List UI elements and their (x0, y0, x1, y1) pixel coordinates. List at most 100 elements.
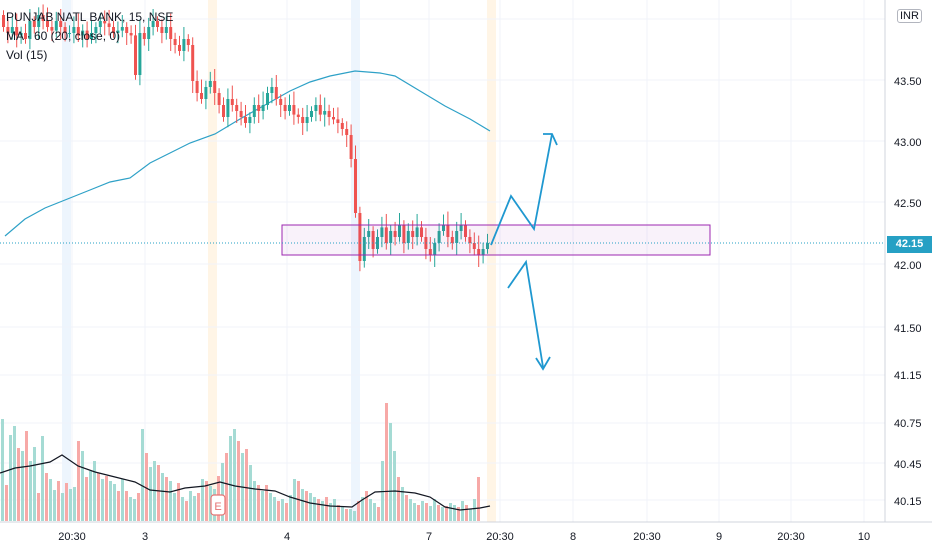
volume-bar (421, 501, 424, 521)
volume-bar (57, 481, 60, 521)
candle-body (371, 231, 375, 249)
volume-indicator-label[interactable]: Vol (15) (6, 48, 48, 62)
candle-body (296, 114, 300, 117)
session-band (208, 0, 217, 522)
volume-bar (333, 499, 336, 521)
candle-body (411, 231, 415, 237)
volume-bar (77, 441, 80, 521)
candle-body (54, 21, 58, 31)
volume-bar (129, 497, 132, 521)
session-band (487, 0, 496, 522)
candle-body (402, 225, 406, 243)
volume-bar (309, 493, 312, 521)
candle-body (288, 105, 291, 111)
candle-body (208, 81, 212, 87)
candle-body (358, 213, 362, 261)
candle-body (367, 231, 371, 237)
volume-bar (13, 426, 16, 521)
volume-bar (385, 403, 388, 521)
time-axis-tick: 4 (284, 531, 290, 543)
candle-body (116, 30, 120, 33)
candle-body (274, 87, 278, 99)
candle-body (310, 111, 313, 117)
volume-bar (97, 473, 100, 521)
price-axis-tick: 41.15 (894, 370, 922, 382)
volume-bar (73, 487, 76, 521)
volume-bar (477, 477, 480, 521)
candle-body (191, 45, 195, 81)
candle-body (305, 117, 309, 123)
volume-bar (205, 481, 208, 521)
volume-bar (17, 448, 20, 521)
candle-body (164, 27, 168, 33)
volume-bar (349, 509, 352, 521)
candle-body (446, 225, 450, 237)
volume-bar (305, 491, 308, 521)
candle-body (424, 237, 428, 249)
candle-body (266, 93, 269, 105)
volume-bar (325, 497, 328, 521)
candle-body (226, 99, 230, 117)
time-axis-bg (0, 522, 932, 550)
volume-bar (365, 491, 368, 521)
volume-bar (301, 489, 304, 521)
volume-bar (329, 503, 332, 521)
candle-body (15, 27, 19, 36)
symbol-title[interactable]: PUNJAB NATL BANK, 15, NSE (6, 10, 174, 24)
candle-body (389, 231, 393, 243)
volume-bar (289, 495, 292, 521)
candle-body (24, 33, 27, 39)
candle-body (98, 21, 102, 27)
candle-body (19, 33, 23, 36)
volume-bar (33, 447, 36, 521)
volume-bar (137, 493, 140, 521)
volume-bar (141, 429, 144, 521)
volume-bar (21, 451, 24, 521)
volume-bar (49, 479, 52, 521)
volume-bar (413, 503, 416, 521)
volume-bar (65, 483, 68, 521)
volume-bar (269, 493, 272, 521)
candle-body (37, 15, 41, 27)
candle-body (178, 45, 181, 51)
volume-bar (93, 461, 96, 521)
candle-body (112, 27, 115, 33)
ma-indicator-label[interactable]: MA · 60 (20, close, 0) (6, 29, 121, 43)
candle-body (6, 27, 10, 33)
volume-bar (29, 461, 32, 521)
candle-body (107, 23, 111, 27)
volume-bar (189, 491, 192, 521)
candle-body (362, 237, 366, 261)
candle-body (68, 33, 71, 34)
candle-body (230, 99, 234, 105)
candle-body (301, 117, 305, 123)
candle-body (345, 129, 349, 135)
volume-bar (361, 497, 364, 521)
time-axis-tick: 8 (570, 531, 576, 543)
volume-bar (133, 499, 136, 521)
volume-bar (85, 477, 88, 521)
candle-body (283, 105, 287, 111)
volume-bar (1, 419, 4, 521)
time-axis-tick: 20:30 (486, 531, 514, 543)
volume-bar (381, 461, 384, 521)
volume-bar (169, 481, 172, 521)
candle-body (10, 27, 14, 33)
candle-body (142, 33, 146, 39)
volume-bar (401, 487, 404, 521)
candle-body (406, 231, 410, 243)
price-axis-tick: 42.00 (894, 260, 922, 272)
volume-bar (441, 507, 444, 521)
volume-bar (177, 483, 180, 521)
candle-body (433, 243, 437, 255)
candle-body (103, 21, 107, 24)
candle-body (222, 105, 225, 117)
currency-badge[interactable]: INR (897, 9, 922, 23)
volume-bar (61, 493, 64, 521)
candle-body (244, 117, 247, 123)
volume-bar (9, 435, 12, 521)
candle-body (195, 81, 199, 93)
volume-bar (185, 501, 188, 521)
volume-bar (373, 503, 376, 521)
